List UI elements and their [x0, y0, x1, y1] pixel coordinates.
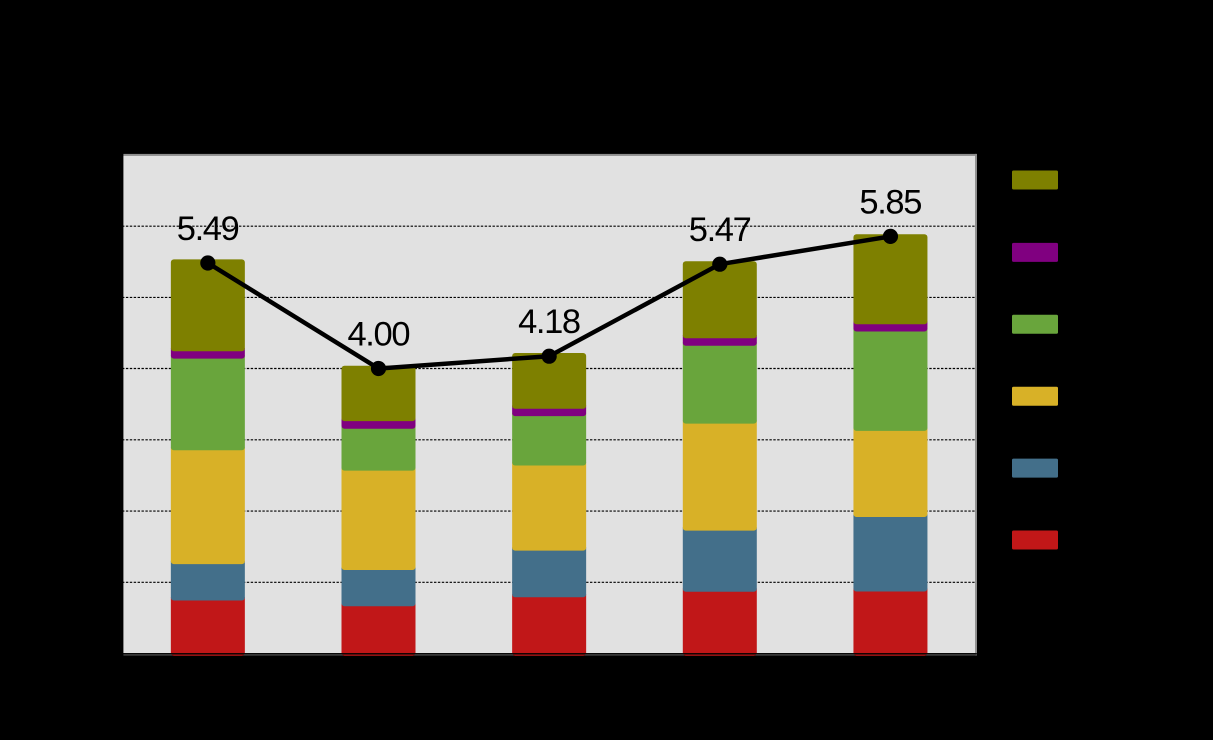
svg-text:5.47: 5.47 [689, 211, 752, 249]
svg-text:5.49: 5.49 [177, 210, 240, 248]
svg-text:4.00: 4.00 [348, 316, 411, 354]
svg-text:5.85: 5.85 [859, 183, 922, 221]
svg-text:4.18: 4.18 [518, 303, 581, 341]
